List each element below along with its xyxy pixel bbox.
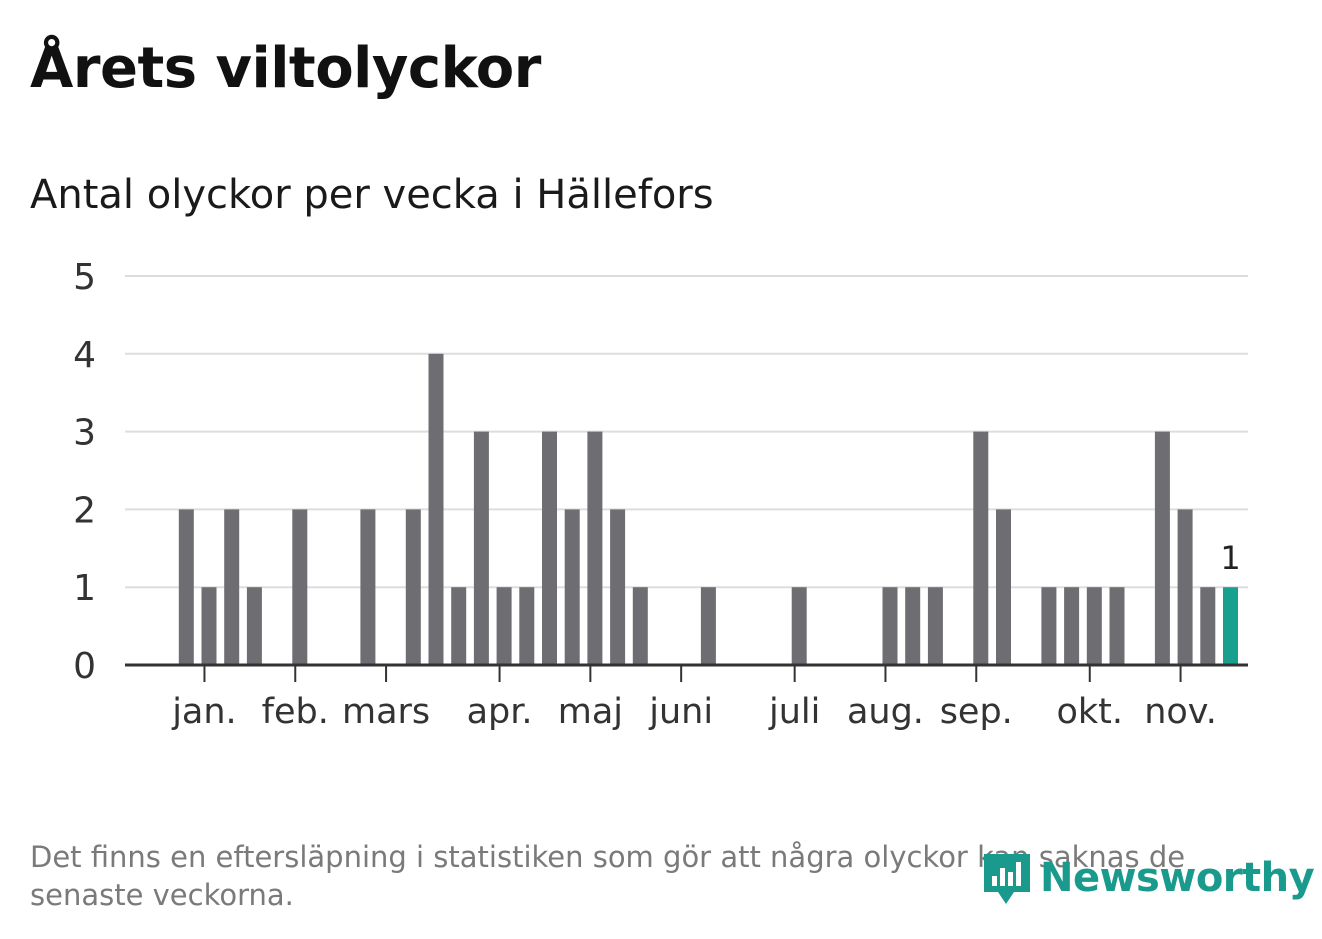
bar: [791, 587, 807, 665]
y-tick-label: 3: [73, 413, 96, 454]
bar: [428, 353, 444, 665]
y-tick-label: 4: [73, 335, 96, 376]
bar: [360, 509, 376, 665]
bar: [996, 509, 1011, 665]
bar: [927, 587, 943, 665]
chart-subtitle: Antal olyckor per vecka i Hällefors: [30, 172, 714, 218]
bar: [1177, 509, 1193, 665]
highlight-value-label: 1: [1220, 539, 1240, 577]
y-axis: 0 1 2 3 4 5: [73, 257, 96, 687]
bar: [700, 587, 716, 665]
bar: [587, 431, 603, 665]
x-tick-label: feb.: [262, 692, 329, 732]
bar: [632, 587, 648, 665]
x-tick-label: sep.: [940, 692, 1013, 732]
x-tick-label: mars: [342, 692, 430, 732]
bar: [1041, 587, 1057, 665]
x-tick-label: okt.: [1056, 692, 1123, 732]
bars: 1: [178, 353, 1241, 665]
grid-lines: [125, 275, 1248, 589]
bar: [1064, 587, 1080, 665]
x-tick-label: juni: [648, 692, 713, 732]
x-tick-label: maj: [558, 692, 623, 732]
bar: [496, 587, 512, 665]
x-tick-label: nov.: [1144, 692, 1217, 732]
x-tick-label: jan.: [171, 692, 236, 732]
bar: [246, 587, 262, 665]
page-title: Årets viltolyckor: [30, 36, 541, 101]
bar: [1086, 587, 1102, 665]
bar: [610, 509, 626, 665]
bar-chart: 0 1 2 3 4 5 1 jan. feb. mars apr. maj juni juli aug.…: [73, 257, 1248, 732]
y-tick-label: 1: [73, 568, 96, 609]
bar: [542, 431, 557, 665]
bar: [1109, 587, 1125, 665]
bar: [178, 509, 194, 665]
bar: [1200, 587, 1216, 665]
y-tick-label: 2: [73, 490, 96, 531]
y-tick-label: 5: [73, 257, 96, 298]
bar: [201, 587, 217, 665]
newsworthy-logo: Newsworthy: [982, 848, 1315, 908]
bar: [905, 587, 921, 665]
bar: [973, 431, 989, 665]
bar: [405, 509, 421, 665]
x-tick-label: aug.: [847, 692, 924, 732]
bar: [1154, 431, 1170, 665]
y-tick-label: 0: [73, 646, 96, 687]
newsworthy-logo-icon: [984, 854, 1030, 904]
bar: [564, 509, 580, 665]
bar: [451, 587, 467, 665]
bar: [882, 587, 898, 665]
highlight-bar: [1223, 587, 1238, 665]
newsworthy-logo-text: Newsworthy: [1040, 855, 1315, 901]
bar: [224, 509, 240, 665]
x-tick-label: apr.: [467, 692, 533, 732]
bar: [519, 587, 535, 665]
bar: [292, 509, 308, 665]
x-axis: jan. feb. mars apr. maj juni juli aug. sep. okt. n…: [125, 663, 1248, 732]
bar: [473, 431, 489, 665]
x-tick-label: juli: [768, 692, 820, 732]
